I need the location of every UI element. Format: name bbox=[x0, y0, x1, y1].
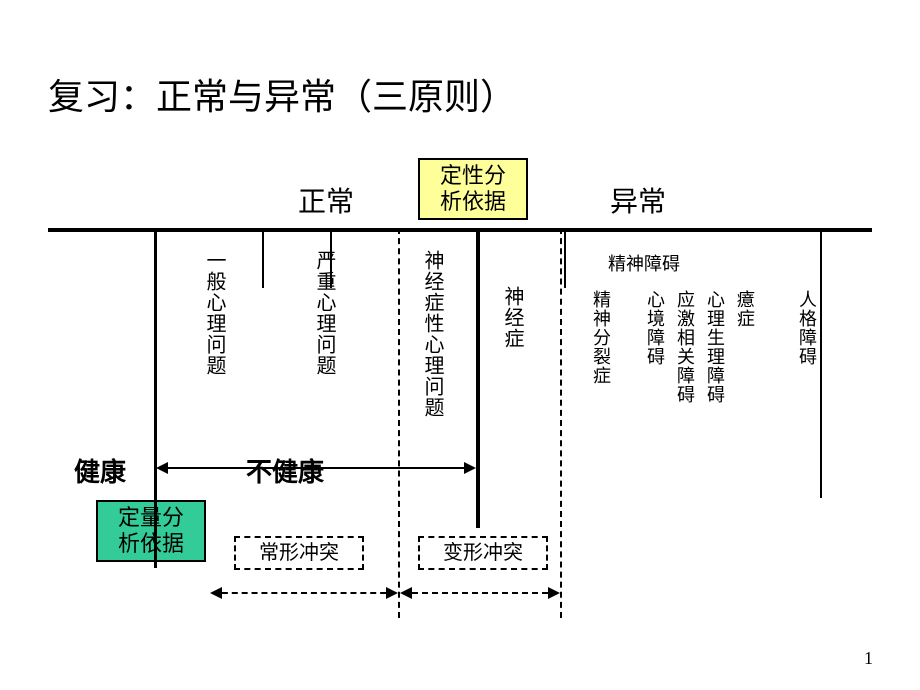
tick-5 bbox=[820, 228, 822, 498]
box-normal-conflict: 常形冲突 bbox=[234, 536, 364, 570]
tick-0 bbox=[154, 228, 157, 568]
vlabel-6: 应激相关障碍 bbox=[672, 290, 698, 404]
vlabel-9: 人格障碍 bbox=[794, 290, 820, 366]
vlabel-4: 精神分裂症 bbox=[588, 290, 614, 385]
label-abnormal: 异常 bbox=[610, 180, 666, 220]
tick-3 bbox=[476, 228, 480, 528]
dash-1 bbox=[560, 228, 562, 618]
dash-0 bbox=[398, 228, 400, 618]
box-deform-conflict: 变形冲突 bbox=[418, 536, 548, 570]
slide-title: 复习：正常与异常（三原则） bbox=[48, 68, 516, 120]
label-unhealthy: 不健康 bbox=[246, 452, 324, 489]
vlabel-7: 心理生理障碍 bbox=[702, 290, 728, 404]
health-arrow bbox=[158, 467, 474, 469]
bottom-arrow-1 bbox=[402, 592, 558, 594]
tick-1 bbox=[262, 228, 264, 288]
box-qualitative: 定性分 析依据 bbox=[418, 158, 528, 220]
bottom-arrow-0 bbox=[212, 592, 396, 594]
group-label-mental-disorder: 精神障碍 bbox=[608, 250, 680, 276]
tick-4 bbox=[564, 228, 566, 288]
main-axis bbox=[48, 228, 872, 232]
vlabel-8: 癔症 bbox=[732, 290, 758, 328]
vlabel-2: 神经症性心理问题 bbox=[418, 250, 447, 418]
vlabel-1: 严重心理问题 bbox=[310, 250, 339, 376]
vlabel-3: 神经症 bbox=[498, 286, 527, 349]
label-healthy: 健康 bbox=[74, 452, 126, 489]
vlabel-5: 心境障碍 bbox=[642, 290, 668, 366]
vlabel-0: 一般心理问题 bbox=[200, 250, 229, 376]
label-normal: 正常 bbox=[298, 180, 354, 220]
box-quantitative: 定量分 析依据 bbox=[96, 500, 206, 562]
page-number: 1 bbox=[864, 648, 873, 669]
